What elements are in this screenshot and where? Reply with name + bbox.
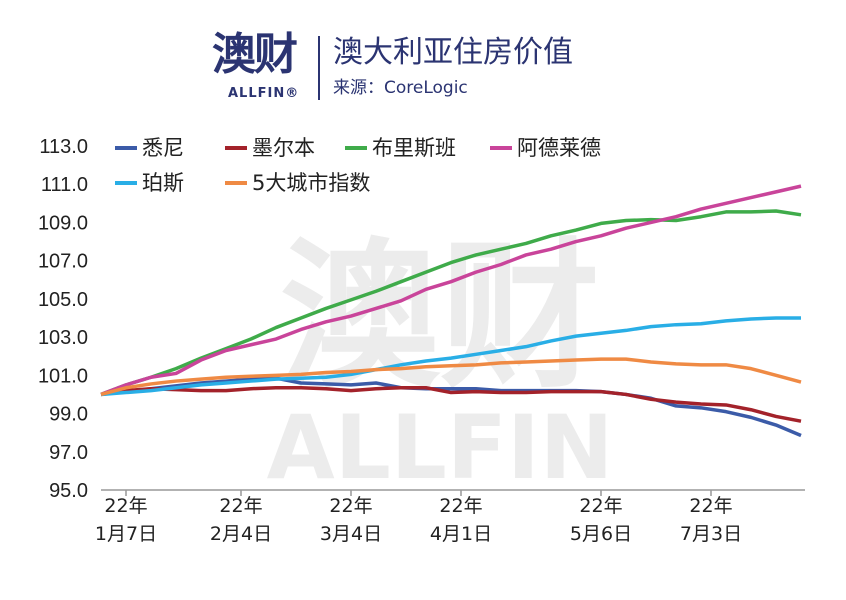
y-tick-label: 113.0 (39, 136, 88, 158)
x-tick-year: 22年 (104, 495, 147, 517)
x-tick-year: 22年 (579, 495, 622, 517)
y-tick-label: 97.0 (49, 442, 88, 464)
y-tick-label: 109.0 (38, 212, 88, 234)
y-tick-label: 111.0 (41, 174, 88, 196)
series-line-0 (100, 376, 802, 438)
x-tick-date: 7月3日 (680, 523, 742, 545)
source-label: 来源：CoreLogic (333, 78, 468, 98)
legend-label: 墨尔本 (252, 136, 315, 160)
series-line-4 (100, 316, 801, 397)
x-tick-year: 22年 (689, 495, 732, 517)
legend-label: 阿德莱德 (517, 136, 601, 160)
series-line-1 (100, 386, 802, 423)
y-tick-label: 103.0 (38, 327, 88, 349)
legend-label: 珀斯 (142, 171, 184, 195)
divider (318, 36, 320, 100)
y-tick-label: 105.0 (38, 289, 88, 311)
watermark-cn: 澳财 (280, 223, 600, 410)
legend-label: 悉尼 (142, 136, 184, 160)
legend-label: 布里斯班 (372, 136, 456, 160)
series-line-3 (100, 184, 802, 397)
logo-text: ALLFIN® (228, 86, 300, 101)
x-tick-year: 22年 (219, 495, 262, 517)
x-tick-date: 4月1日 (430, 523, 492, 545)
x-tick-year: 22年 (439, 495, 482, 517)
x-tick-date: 5月6日 (570, 523, 632, 545)
series-line-5 (100, 357, 802, 397)
x-tick-date: 2月4日 (210, 523, 272, 545)
series-line-2 (100, 209, 802, 397)
logo: 澳财 (212, 29, 298, 80)
legend-label: 5大城市指数 (252, 171, 370, 195)
y-tick-label: 95.0 (49, 480, 88, 502)
x-tick-date: 1月7日 (95, 523, 157, 545)
y-tick-label: 99.0 (49, 404, 88, 426)
x-tick-date: 3月4日 (320, 523, 382, 545)
y-tick-label: 107.0 (38, 251, 88, 273)
watermark-en: ALLFIN (267, 396, 614, 499)
x-tick-year: 22年 (329, 495, 372, 517)
chart-title: 澳大利亚住房价值 (333, 35, 573, 70)
y-tick-label: 101.0 (38, 365, 88, 387)
